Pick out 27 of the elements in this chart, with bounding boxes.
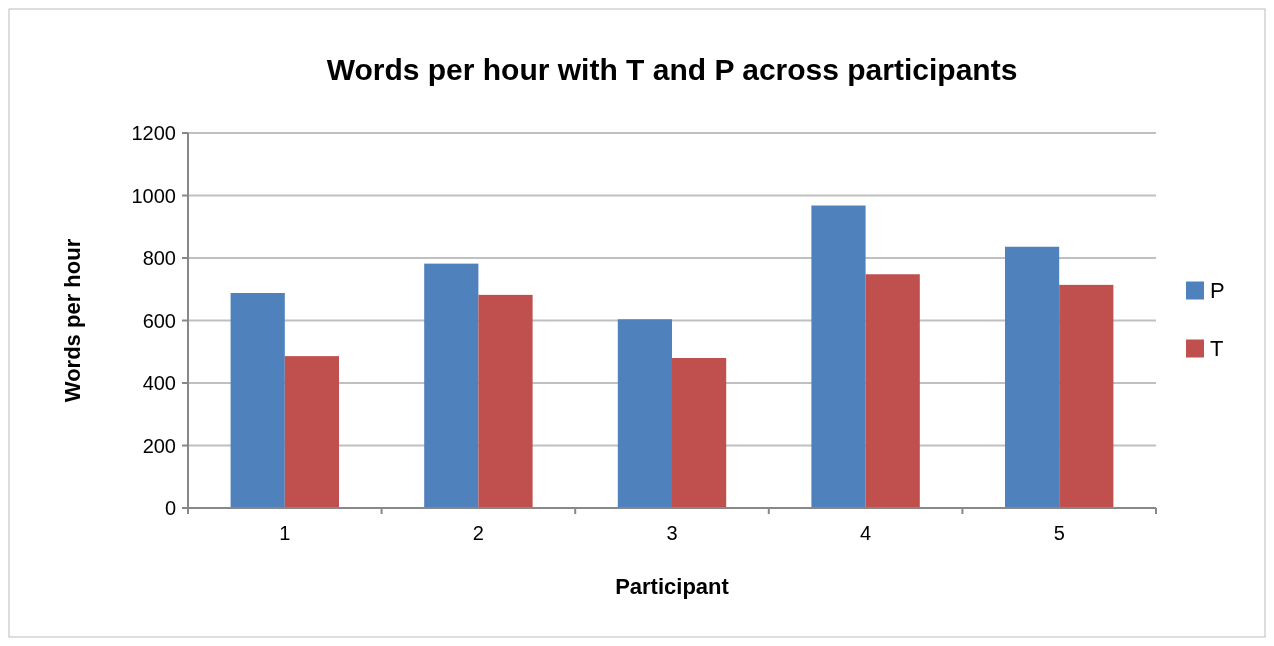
- bar: [865, 274, 920, 508]
- bar: [1059, 284, 1114, 508]
- y-tick-label: 0: [164, 497, 176, 519]
- y-tick-label: 800: [142, 247, 176, 269]
- bar: [284, 356, 340, 508]
- bar: [617, 319, 672, 508]
- x-tick-label: 4: [860, 522, 872, 544]
- bar: [811, 205, 866, 508]
- bar: [478, 294, 533, 508]
- x-tick-label: 3: [666, 522, 678, 544]
- y-tick-label: 1000: [131, 184, 176, 207]
- y-axis-title: Words per hour: [60, 238, 85, 403]
- bar: [672, 358, 727, 508]
- bar: [230, 293, 285, 508]
- x-tick-label: 5: [1053, 522, 1065, 544]
- x-axis-title: Participant: [615, 574, 730, 599]
- x-tick-label: 1: [279, 522, 291, 544]
- bar: [1004, 246, 1060, 508]
- y-tick-label: 600: [142, 309, 176, 332]
- legend-label: P: [1210, 278, 1225, 304]
- x-tick-label: 2: [472, 522, 484, 544]
- y-tick-label: 400: [142, 372, 176, 394]
- chart-title: Words per hour with T and P across participants: [326, 53, 1018, 86]
- bar: [424, 263, 479, 508]
- legend-label: T: [1210, 336, 1224, 362]
- y-tick-label: 200: [142, 434, 176, 457]
- y-tick-label: 1200: [131, 122, 176, 144]
